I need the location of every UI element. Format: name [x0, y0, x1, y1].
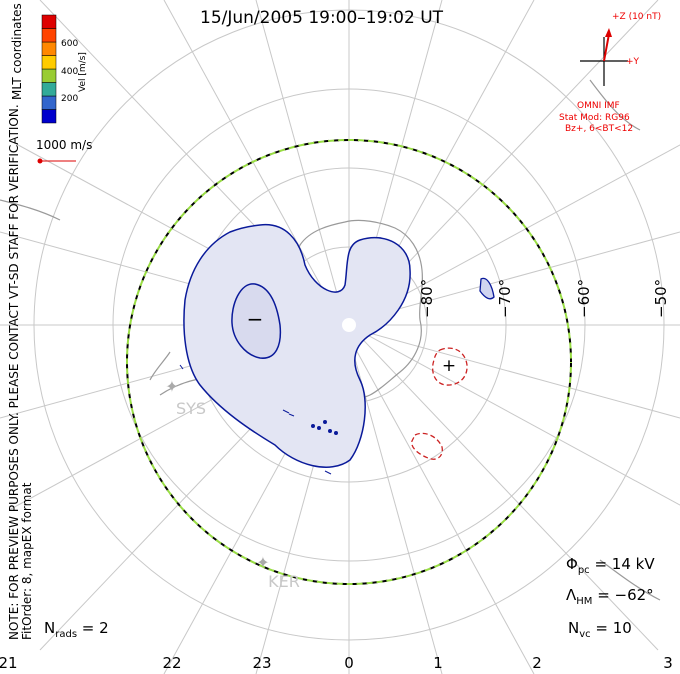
imf-bz-label: +Z (10 nT)	[612, 12, 662, 22]
colorbar-segment	[41, 68, 57, 83]
imf-condition: Bz+, 6<BT<12	[565, 124, 634, 134]
mlt-tick-2: 2	[532, 654, 542, 672]
colorbar-segment	[41, 55, 57, 70]
positive-potential-cell	[431, 347, 468, 386]
stat-lambda-hm: ΛHM = −62°	[566, 586, 654, 607]
lat-label-70: −70°	[496, 279, 514, 318]
small-negative-contour	[479, 277, 495, 300]
imf-arrowhead-icon	[605, 28, 612, 37]
negative-inner-contour	[231, 283, 282, 359]
stat-nvc: Nvc = 10	[568, 619, 632, 640]
mlt-tick-1: 1	[433, 654, 443, 672]
negative-marker: −	[247, 307, 264, 331]
mlt-tick-21: 21	[0, 654, 18, 672]
mlt-tick-23: 23	[252, 654, 272, 672]
positive-secondary-cell	[411, 432, 443, 460]
colorbar-segment	[41, 28, 57, 43]
station-label-ker: KER	[268, 572, 300, 591]
station-marker-sys-icon: ✦	[165, 377, 178, 396]
mlt-tick-0: 0	[344, 654, 354, 672]
coords-label: MLT coordinates	[10, 3, 24, 100]
colorbar-segment	[41, 95, 57, 110]
velocity-colorbar	[41, 14, 57, 124]
preview-note: NOTE: FOR PREVIEW PURPOSES ONLY. PLEASE …	[7, 104, 34, 640]
lat-label-60: −60°	[575, 279, 593, 318]
stat-nrads: Nrads = 2	[44, 619, 109, 640]
imf-vector	[603, 33, 610, 62]
mlt-tick-22: 22	[162, 654, 182, 672]
imf-by-label: +Y	[626, 57, 640, 67]
scale-vector	[37, 158, 76, 164]
colorbar-segment	[41, 14, 57, 29]
colorbar-segment	[41, 109, 57, 124]
colorbar-tick-400: 400	[61, 67, 79, 77]
mlt-tick-3: 3	[663, 654, 673, 672]
colorbar-tick-200: 200	[61, 94, 79, 104]
imf-dial	[580, 37, 628, 86]
scale-vector-label: 1000 m/s	[36, 138, 93, 152]
station-marker-ker-icon: ✦	[256, 553, 269, 572]
pole-marker	[342, 318, 356, 332]
imf-stat-mod: Stat Mod: RG96	[559, 113, 630, 123]
colorbar-tick-600: 600	[61, 39, 79, 49]
velocity-vectors	[179, 364, 338, 475]
station-label-sys: SYS	[176, 399, 206, 418]
positive-marker: +	[442, 356, 456, 376]
hm-boundary-light	[126, 139, 572, 585]
colorbar-title: Vel [m/s]	[78, 52, 88, 92]
preview-note-line2: FitOrder: 8, mapEX format	[20, 482, 34, 640]
colorbar-segment	[41, 41, 57, 56]
negative-potential-cell	[183, 224, 411, 468]
imf-source: OMNI IMF	[577, 101, 620, 111]
lat-label-50: −50°	[652, 279, 670, 318]
colorbar-segment	[41, 82, 57, 97]
lat-label-80: −80°	[418, 279, 436, 318]
stat-phi-pc: Φpc = 14 kV	[566, 555, 655, 576]
map-title: 15/Jun/2005 19:00–19:02 UT	[200, 8, 444, 28]
